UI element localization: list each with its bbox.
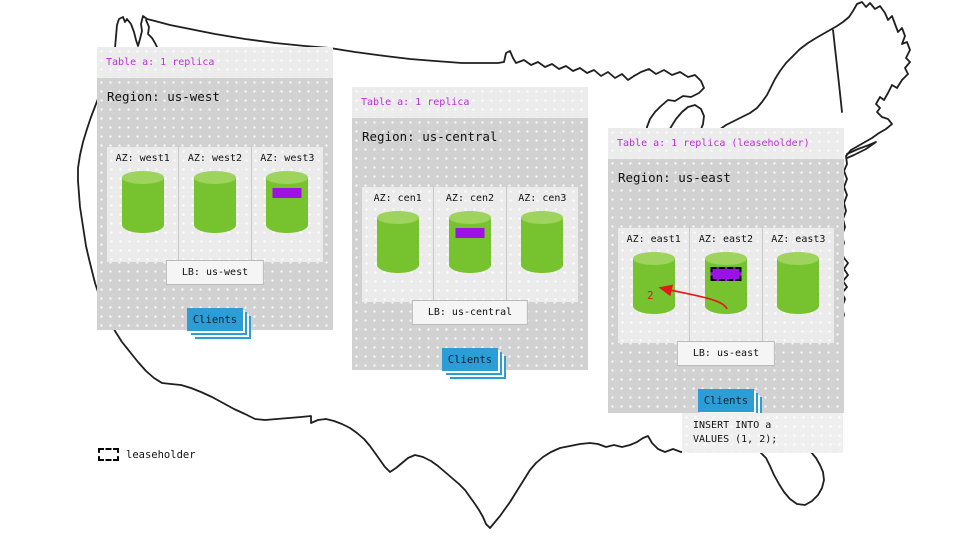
az-column-east2: AZ: east2: [689, 228, 761, 343]
database-cylinder-west2: [193, 171, 236, 233]
table-replica-banner-us-central: Table a: 1 replica: [352, 87, 588, 118]
map-new-england-path: [832, 29, 843, 113]
az-label: AZ: west1: [115, 153, 170, 164]
sql-insert-note: INSERT INTO a VALUES (1, 2);: [682, 413, 843, 453]
az-label: AZ: east1: [626, 234, 681, 245]
az-label: AZ: west2: [187, 153, 243, 164]
map-puget-sound-path: [145, 19, 158, 48]
leaseholder-legend: leaseholder: [98, 448, 196, 461]
region-label-us-west: Region: us-west: [107, 89, 220, 104]
cylinder-cap: [777, 252, 820, 265]
table-replica-banner-us-west: Table a: 1 replica: [97, 47, 333, 78]
database-cylinder-cen3: [521, 211, 564, 273]
sql-line-2: VALUES (1, 2);: [693, 434, 778, 445]
leaseholder-legend-label: leaseholder: [126, 448, 196, 461]
load-balancer-us-east: LB: us-east: [676, 341, 776, 366]
clients-node-us-central: Clients: [442, 348, 498, 371]
az-column-east3: AZ: east3: [761, 228, 834, 343]
region-body-us-east: Region: us-east AZ: east1 AZ: east2: [608, 159, 844, 413]
region-panel-us-central: Table a: 1 replica Region: us-central AZ…: [352, 87, 588, 371]
region-body-us-central: Region: us-central AZ: cen1 AZ: cen2: [352, 118, 588, 371]
cylinder-body: [521, 217, 564, 273]
leaseholder-replica-chip: [710, 267, 742, 281]
database-cylinder-east3: [777, 252, 820, 314]
az-column-west1: AZ: west1: [107, 147, 178, 262]
replica-chip: [455, 228, 485, 238]
az-container-us-west: AZ: west1 AZ: west2 AZ: west3: [107, 147, 323, 262]
az-label: AZ: cen3: [518, 193, 567, 204]
write-arrow-value-label: 2: [647, 289, 654, 302]
az-column-east1: AZ: east1: [618, 228, 689, 343]
leaseholder-swatch-icon: [98, 448, 119, 461]
cylinder-body: [448, 217, 491, 273]
az-label: AZ: east2: [698, 234, 754, 245]
region-body-us-west: Region: us-west AZ: west1 AZ: west2: [97, 78, 333, 331]
cylinder-cap: [521, 211, 564, 224]
az-column-cen3: AZ: cen3: [505, 187, 578, 302]
az-column-west3: AZ: west3: [250, 147, 323, 262]
az-label: AZ: east3: [771, 234, 826, 245]
cylinder-cap: [121, 171, 164, 184]
cylinder-body: [121, 177, 164, 233]
map-long-island-path: [846, 141, 877, 159]
region-label-us-central: Region: us-central: [362, 129, 498, 144]
az-column-cen2: AZ: cen2: [433, 187, 505, 302]
database-cylinder-west3: [266, 171, 309, 233]
az-container-us-central: AZ: cen1 AZ: cen2 AZ: cen3: [362, 187, 578, 302]
cylinder-body: [376, 217, 419, 273]
region-label-us-east: Region: us-east: [618, 170, 731, 185]
cylinder-cap: [266, 171, 309, 184]
load-balancer-us-west: LB: us-west: [165, 260, 265, 285]
cylinder-body: [632, 258, 675, 314]
az-container-us-east: AZ: east1 AZ: east2 AZ: east3: [618, 228, 834, 343]
load-balancer-us-central: LB: us-central: [411, 300, 529, 325]
database-cylinder-cen1: [376, 211, 419, 273]
replica-chip: [272, 188, 302, 198]
cylinder-body: [193, 177, 236, 233]
az-column-cen1: AZ: cen1: [362, 187, 433, 302]
az-label: AZ: cen1: [373, 193, 422, 204]
region-panel-us-west: Table a: 1 replica Region: us-west AZ: w…: [97, 47, 333, 331]
cylinder-cap: [193, 171, 236, 184]
database-cylinder-east2: [704, 252, 747, 314]
cylinder-cap: [448, 211, 491, 224]
cylinder-cap: [632, 252, 675, 265]
az-label: AZ: west3: [260, 153, 315, 164]
table-replica-banner-us-east: Table a: 1 replica (leaseholder): [608, 128, 844, 159]
database-cylinder-cen2: [448, 211, 491, 273]
cylinder-body: [777, 258, 820, 314]
cylinder-cap: [376, 211, 419, 224]
az-column-west2: AZ: west2: [178, 147, 250, 262]
region-panel-us-east: Table a: 1 replica (leaseholder) Region:…: [608, 128, 844, 413]
cylinder-cap: [704, 252, 747, 265]
database-cylinder-west1: [121, 171, 164, 233]
clients-node-us-west: Clients: [187, 308, 243, 331]
sql-line-1: INSERT INTO a: [693, 420, 772, 431]
cylinder-body: [266, 177, 309, 233]
az-label: AZ: cen2: [445, 193, 495, 204]
clients-node-us-east: Clients: [698, 389, 754, 412]
database-cylinder-east1: [632, 252, 675, 314]
